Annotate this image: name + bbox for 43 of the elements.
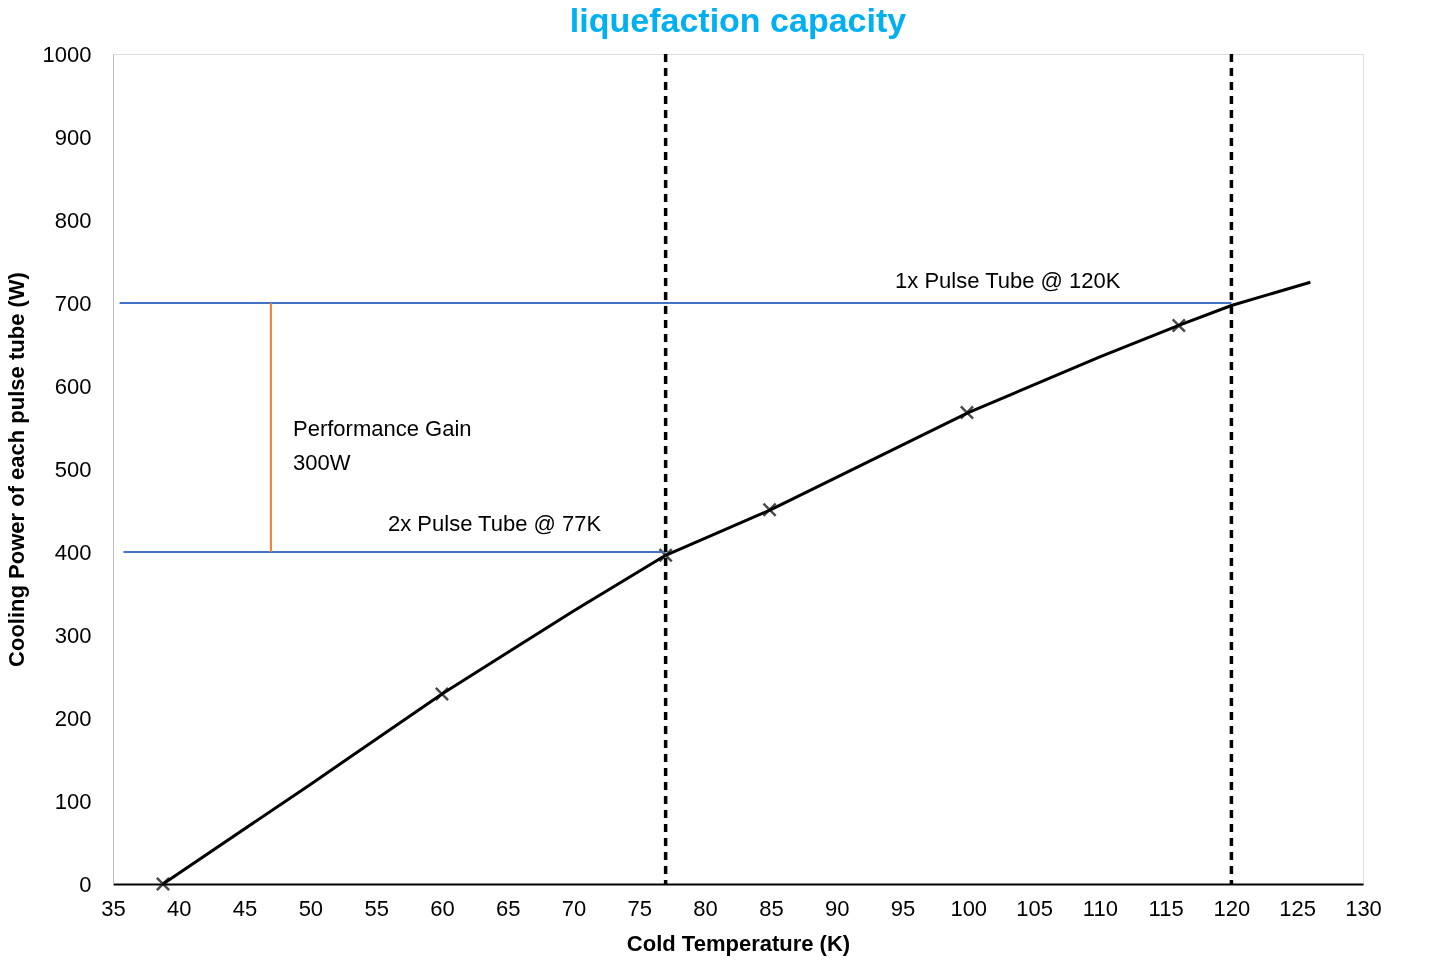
y-tick-label: 100: [54, 788, 92, 814]
y-tick-label: 200: [54, 705, 92, 731]
x-tick-label: 75: [627, 895, 653, 921]
x-tick-label: 45: [232, 895, 258, 921]
y-axis-title: Cooling Power of each pulse tube (W): [3, 272, 29, 667]
x-tick-label: 115: [1148, 895, 1184, 921]
x-tick-label: 55: [364, 895, 389, 921]
x-tick-label: 125: [1279, 895, 1317, 921]
y-tick-label: 0: [79, 871, 92, 897]
point: [155, 876, 171, 892]
point: [434, 686, 450, 702]
x-tick-label: 35: [101, 895, 126, 921]
x-tick-label: 120: [1213, 895, 1251, 921]
y-tick-label: 300: [54, 622, 92, 648]
x-tick-label: 70: [561, 895, 587, 921]
x-tick-label: 60: [430, 895, 455, 921]
y-tick-label: 1000: [42, 41, 92, 67]
x-axis-title: Cold Temperature (K): [626, 930, 851, 956]
y-tick-label: 700: [54, 290, 92, 316]
x-tick-label: 50: [298, 895, 324, 921]
annotation: 2x Pulse Tube @ 77K: [388, 511, 602, 536]
x-tick-label: 95: [890, 895, 916, 921]
x-tick-label: 65: [495, 895, 521, 921]
y-tick-label: 500: [54, 456, 92, 482]
x-tick-label: 80: [693, 895, 718, 921]
y-tick-label: 800: [54, 207, 92, 233]
x-tick-label: 110: [1082, 895, 1118, 921]
y-tick-label: 600: [54, 373, 92, 399]
y-tick-label: 900: [54, 124, 92, 150]
annotation: 1x Pulse Tube @ 120K: [895, 268, 1121, 293]
y-tick-label: 400: [54, 539, 92, 565]
point: [658, 547, 674, 563]
point: [1171, 318, 1187, 333]
x-tick-label: 100: [950, 895, 988, 921]
x-tick-label: 85: [759, 895, 784, 921]
x-tick-label: 90: [824, 895, 850, 921]
x-tick-label: 40: [167, 895, 192, 921]
x-tick-label: 130: [1345, 895, 1382, 921]
point: [762, 502, 777, 518]
annotation: Performance Gain 300W: [293, 416, 472, 475]
x-tick-label: 105: [1016, 895, 1053, 921]
point: [959, 405, 975, 420]
chart-title: liquefaction capacity: [569, 1, 907, 39]
